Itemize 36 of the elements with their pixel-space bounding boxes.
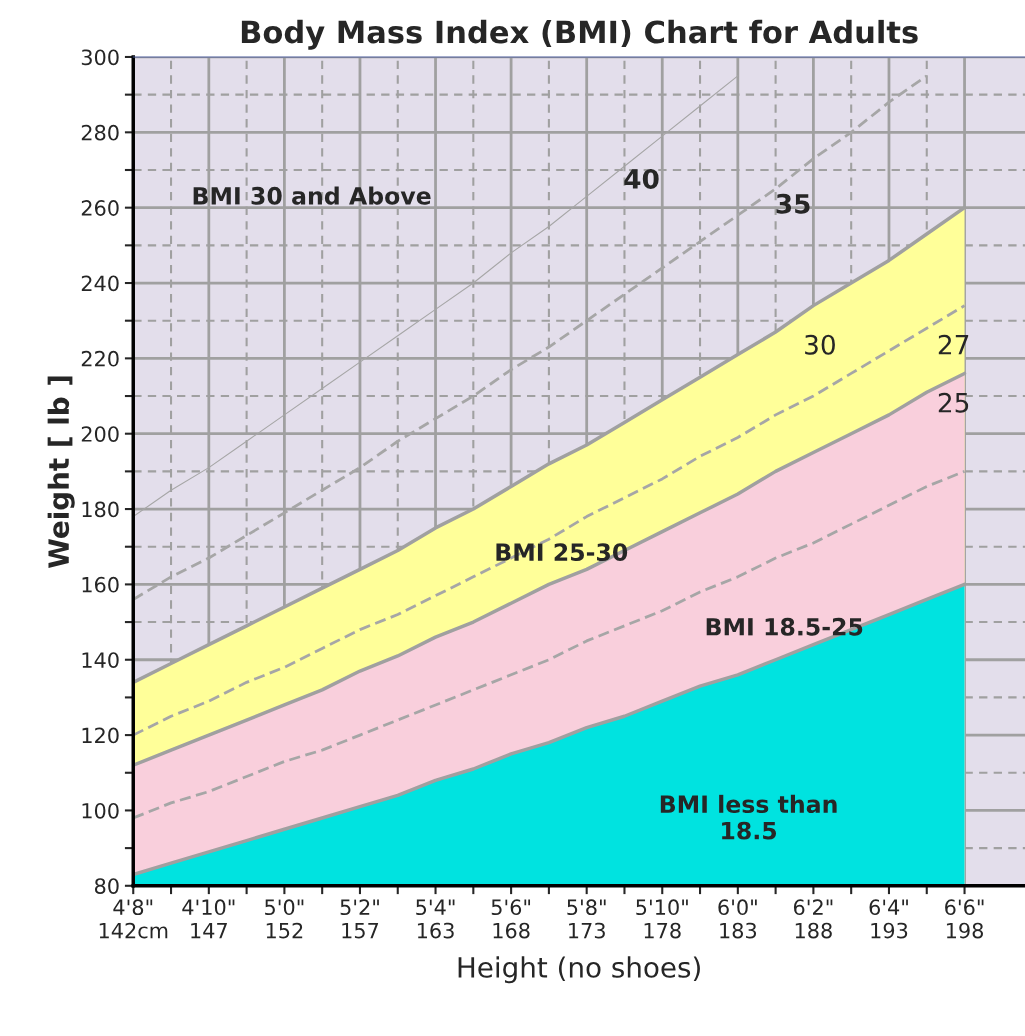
annotation: 35 [776,193,810,214]
x-axis-title: Height (no shoes) [458,956,700,984]
x-tick-label: 4'8" 142cm [99,899,168,939]
y-tick-label: 180 [82,501,119,518]
y-tick-label: 280 [81,124,119,141]
y-axis-title: Weight [ lb ] [47,376,75,568]
annotation: BMI less than 18.5 [660,794,837,840]
x-tick-label: 4'10" 147 [182,899,235,939]
annotation: 25 [938,392,969,413]
x-tick-label: 6'4" 193 [869,899,908,939]
y-tick-label: 300 [81,49,119,66]
y-tick-label: 160 [82,576,119,593]
x-tick-label: 5'4" 163 [416,899,455,939]
x-tick-label: 5'2" 157 [340,899,379,939]
y-tick-label: 220 [81,350,119,367]
x-tick-label: 5'10" 178 [636,899,688,939]
y-tick-label: 240 [81,275,119,292]
chart-title: Body Mass Index (BMI) Chart for Adults [241,19,918,50]
annotation: 27 [938,334,969,355]
y-tick-label: 120 [82,727,119,744]
x-tick-label: 5'8" 173 [567,899,606,939]
annotation: BMI 18.5-25 [706,617,863,636]
x-tick-label: 6'6" 198 [945,899,984,939]
y-tick-label: 100 [82,802,119,819]
x-tick-label: 5'6" 168 [491,899,531,939]
annotation: BMI 25-30 [496,543,628,562]
x-tick-label: 6'2" 188 [793,899,833,939]
x-tick-label: 5'0" 152 [265,899,304,939]
annotation: BMI 30 and Above [193,186,431,205]
x-tick-label: 6'0" 183 [718,899,757,939]
y-tick-label: 200 [81,426,119,442]
y-tick-label: 260 [81,200,119,216]
annotation: 30 [805,334,835,355]
annotation: 40 [624,169,659,189]
y-tick-label: 140 [82,652,119,668]
y-tick-label: 80 [94,878,119,894]
